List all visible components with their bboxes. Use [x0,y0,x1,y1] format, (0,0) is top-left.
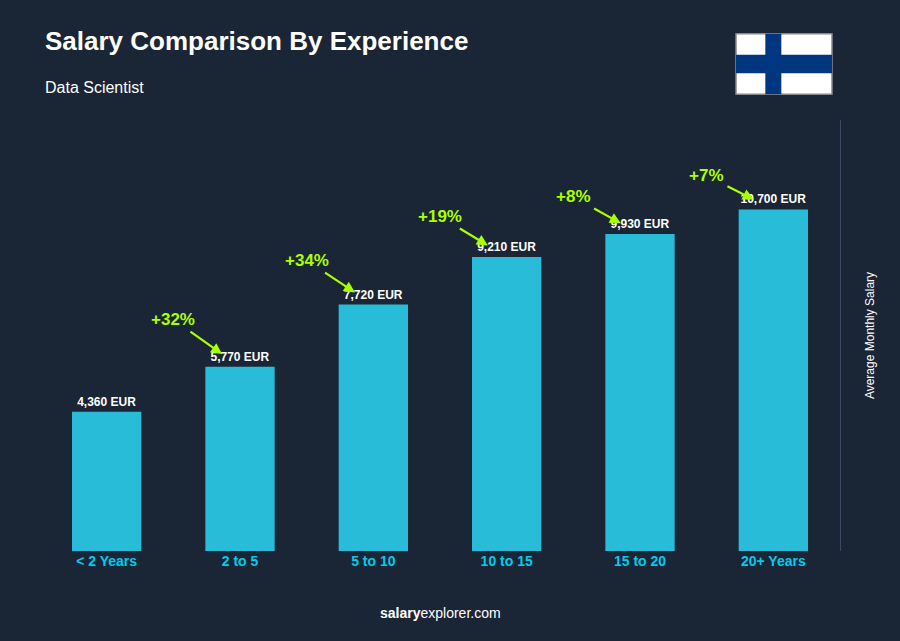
svg-text:Average Monthly Salary: Average Monthly Salary [863,272,877,399]
svg-text:< 2 Years: < 2 Years [76,553,137,569]
svg-text:+7%: +7% [689,166,724,185]
svg-text:9,210 EUR: 9,210 EUR [477,240,536,254]
svg-text:5,770 EUR: 5,770 EUR [210,350,269,364]
svg-text:7,720 EUR: 7,720 EUR [344,288,403,302]
svg-text:2 to 5: 2 to 5 [222,553,259,569]
svg-text:10 to 15: 10 to 15 [481,553,533,569]
svg-text:4,360 EUR: 4,360 EUR [77,395,136,409]
svg-text:+19%: +19% [418,207,462,226]
svg-text:+32%: +32% [151,310,195,329]
svg-text:20+ Years: 20+ Years [741,553,806,569]
svg-text:+34%: +34% [285,251,329,270]
svg-text:10,700 EUR: 10,700 EUR [740,192,806,206]
svg-text:Salary Comparison By Experienc: Salary Comparison By Experience [45,26,468,56]
svg-text:9,930 EUR: 9,930 EUR [610,217,669,231]
svg-text:Data Scientist: Data Scientist [45,79,144,96]
svg-text:salaryexplorer.com: salaryexplorer.com [380,605,501,621]
svg-text:15 to 20: 15 to 20 [614,553,666,569]
svg-text:5 to 10: 5 to 10 [351,553,396,569]
svg-text:+8%: +8% [556,187,591,206]
